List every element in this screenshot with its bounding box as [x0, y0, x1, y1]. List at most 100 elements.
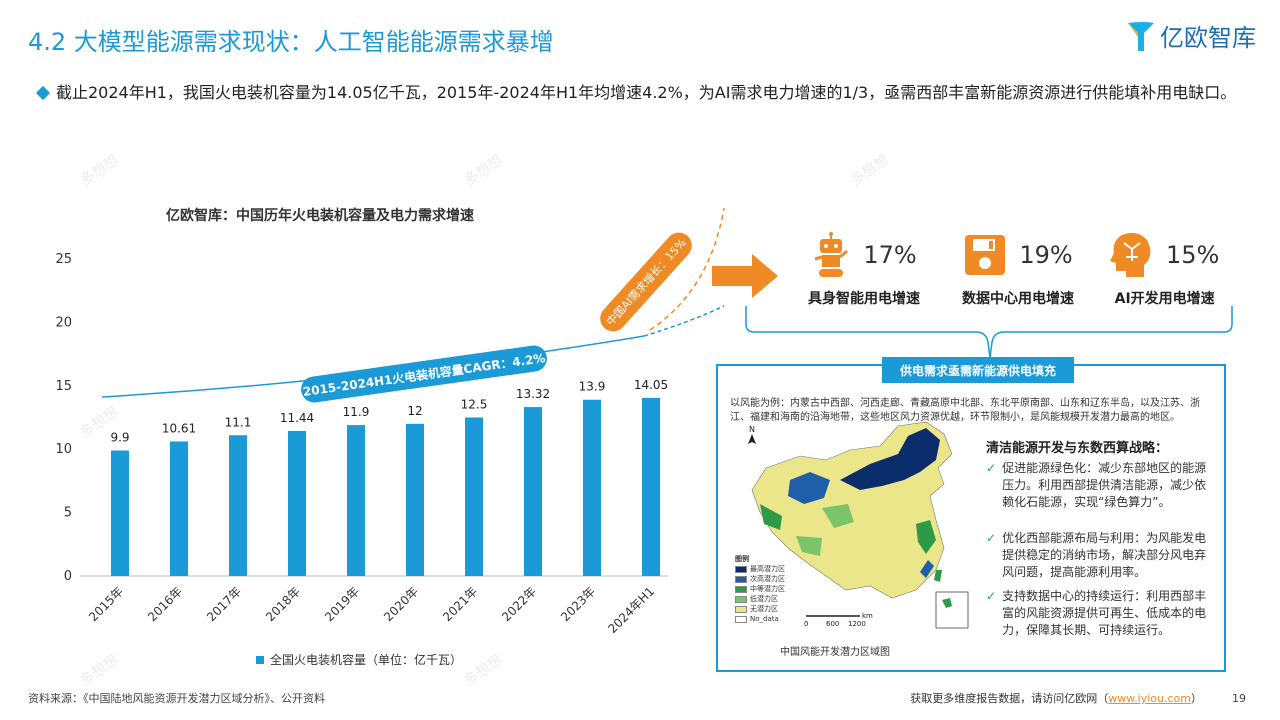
legend-text: 中等潜力区: [750, 585, 785, 593]
stat-data-center: 19% 数据中心用电增速: [962, 228, 1074, 308]
x-tick-label: 2021年: [440, 584, 480, 624]
x-tick-label: 2019年: [322, 584, 362, 624]
chart-legend: 全国火电装机容量（单位：亿千瓦）: [256, 651, 462, 668]
data-label: 11.44: [280, 411, 314, 425]
map-legend-item: 最高潜力区: [735, 564, 785, 574]
y-tick-label: 5: [64, 506, 72, 521]
cagr-pill: 2015-2024H1火电装机容量CAGR：4.2%: [301, 345, 547, 403]
bar: [524, 407, 542, 576]
stat-label: 数据中心用电增速: [962, 291, 1074, 307]
legend-swatch: [735, 595, 747, 603]
data-label: 12: [407, 404, 422, 418]
strategy-text: 支持数据中心的持续运行：利用西部丰富的风能资源提供可再生、低成本的电力，保障其长…: [1002, 589, 1207, 637]
data-label: 11.9: [343, 405, 370, 419]
data-label: 13.32: [516, 387, 550, 401]
source-note: 资料来源：《中国陆地风能资源开发潜力区域分析》、公开资料: [28, 692, 325, 705]
x-tick-label: 2017年: [204, 584, 244, 624]
legend-swatch: [735, 565, 747, 573]
data-label: 10.61: [162, 421, 196, 435]
visit-prefix: 获取更多维度报告数据，请访问亿欧网（: [910, 692, 1109, 705]
legend-text: 无潜力区: [750, 605, 778, 613]
bar: [111, 450, 129, 576]
legend-label: 全国火电装机容量（单位：亿千瓦）: [270, 653, 463, 667]
bar: [229, 435, 247, 576]
legend-swatch: [735, 615, 747, 623]
legend-swatch: [735, 585, 747, 593]
scale-unit: km: [862, 612, 873, 620]
x-tick-label: 2015年: [86, 584, 126, 624]
data-label: 13.9: [579, 380, 606, 394]
map-legend: 图例 最高潜力区 次高潜力区 中等潜力区 低潜力区 无潜力区 No_data: [735, 554, 785, 624]
x-tick-label: 2016年: [145, 584, 185, 624]
summary-text: 截止2024年H1，我国火电装机容量为14.05亿千瓦，2015年-2024年H…: [56, 83, 1237, 102]
floppy-disk-icon: [965, 235, 1006, 275]
logo-icon: [1128, 21, 1154, 51]
bar: [347, 425, 365, 576]
north-arrow-icon: N: [748, 425, 756, 444]
legend-text: 低潜力区: [750, 595, 778, 603]
page-title: 4.2 大模型能源需求现状：人工智能能源需求暴增: [28, 28, 554, 56]
y-tick-label: 20: [55, 315, 72, 330]
strategy-item: ✓ 促进能源绿色化：减少东部地区的能源压力。利用西部提供清洁能源，减少依赖化石能…: [986, 460, 1214, 511]
stat-value: 19%: [1019, 241, 1073, 269]
visit-suffix: ）: [1191, 692, 1202, 705]
legend-text: No_data: [750, 615, 779, 623]
bar: [170, 441, 188, 576]
stat-value: 15%: [1166, 241, 1220, 269]
bar: [465, 417, 483, 576]
cagr-trend-extension: [643, 305, 725, 337]
chart-title: 亿欧智库：中国历年火电装机容量及电力需求增速: [166, 208, 474, 224]
website-link[interactable]: www.iyiou.com: [1108, 692, 1191, 705]
ai-growth-curve: [649, 207, 725, 331]
x-tick-label: 2018年: [263, 584, 303, 624]
stat-value: 17%: [863, 241, 917, 269]
ai-growth-pill-bg: [600, 232, 692, 332]
strategy-text: 促进能源绿色化：减少东部地区的能源压力。利用西部提供清洁能源，减少依赖化石能源，…: [1002, 461, 1207, 509]
map-legend-item: 无潜力区: [735, 604, 785, 614]
info-box-banner: 供电需求亟需新能源供电填充: [882, 357, 1074, 383]
stat-label: 具身智能用电增速: [808, 291, 920, 307]
ai-growth-label: 中国AI需求增长：15%: [603, 236, 688, 329]
scale-tick: 600: [826, 620, 839, 628]
x-tick-label: 2023年: [558, 584, 598, 624]
bar: [642, 397, 660, 576]
strategy-text: 优化西部能源布局与利用：为风能发电提供稳定的消纳市场，解决部分风电弃风问题，提高…: [1002, 531, 1207, 579]
data-label: 11.1: [225, 415, 252, 429]
stat-embodied-ai: 17% 具身智能用电增速: [808, 228, 920, 308]
data-label: 12.5: [461, 398, 488, 412]
south-sea-inset: [935, 591, 969, 629]
y-tick-label: 10: [55, 442, 72, 457]
footer-visit: 获取更多维度报告数据，请访问亿欧网（www.iyiou.com）: [910, 690, 1202, 706]
logo-text: 亿欧智库: [1160, 24, 1256, 52]
scale-tick: 1200: [848, 620, 866, 628]
summary-bullet: 截止2024年H1，我国火电装机容量为14.05亿千瓦，2015年-2024年H…: [35, 82, 1248, 104]
strategy-item: ✓ 优化西部能源布局与利用：为风能发电提供稳定的消纳市场，解决部分风电弃风问题，…: [986, 530, 1214, 581]
bar: [583, 399, 601, 576]
scale-tick: 0: [804, 620, 808, 628]
ai-growth-pill: 中国AI需求增长：15%: [600, 232, 692, 332]
x-tick-label: 2020年: [381, 584, 421, 624]
strategy-item: ✓ 支持数据中心的持续运行：利用西部丰富的风能资源提供可再生、低成本的电力，保障…: [986, 588, 1214, 639]
map-legend-item: 中等潜力区: [735, 584, 785, 594]
map-legend-title: 图例: [735, 555, 749, 563]
north-label: N: [749, 425, 755, 434]
data-label: 14.05: [634, 378, 668, 392]
legend-text: 次高潜力区: [750, 575, 785, 583]
y-tick-label: 25: [55, 252, 72, 267]
brand-logo: 亿欧智库: [1126, 18, 1256, 53]
bar: [406, 423, 424, 576]
data-label: 9.9: [110, 430, 129, 444]
legend-swatch: [256, 655, 264, 664]
stat-label: AI开发用电增速: [1114, 291, 1215, 307]
stat-ai-development: 15% AI开发用电增速: [1110, 228, 1219, 308]
cagr-pill-bg: [301, 345, 547, 403]
legend-swatch: [735, 575, 747, 583]
x-tick-label: 2022年: [499, 584, 539, 624]
checkmark-icon: ✓: [986, 461, 997, 475]
legend-swatch: [735, 605, 747, 613]
right-arrow-icon: [712, 254, 778, 298]
legend-text: 最高潜力区: [750, 565, 785, 573]
watermark: 多想想: [847, 152, 892, 190]
ai-head-icon: [1110, 233, 1151, 277]
brace-connector: [745, 306, 1233, 359]
